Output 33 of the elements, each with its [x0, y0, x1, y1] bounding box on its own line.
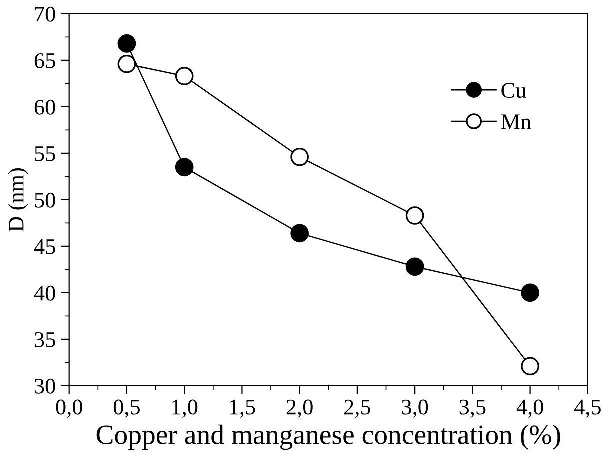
point — [175, 158, 194, 177]
legend-label: Mn — [501, 114, 532, 130]
y-tick-label: 35 — [34, 332, 56, 348]
point — [521, 357, 540, 376]
point — [118, 55, 136, 74]
legend-label: Cu — [502, 83, 526, 98]
point — [290, 148, 309, 166]
point — [175, 67, 194, 86]
y-tick-label: 50 — [35, 192, 56, 208]
y-tick-label: 70 — [35, 6, 56, 22]
x-tick-label: 4,5 — [574, 400, 601, 418]
x-axis-title: Copper and manganese concentration (%) — [96, 424, 560, 450]
y-tick-label: 30 — [34, 378, 56, 394]
point — [406, 258, 424, 276]
point — [118, 34, 136, 53]
x-tick-label: 1,0 — [172, 400, 198, 418]
x-tick-label: 1,5 — [230, 400, 256, 418]
y-tick-label: 40 — [34, 286, 56, 301]
x-tick-label: 2,0 — [286, 400, 313, 418]
point — [290, 224, 309, 243]
y-tick-label: 60 — [34, 100, 56, 115]
x-tick-label: 0,0 — [56, 400, 82, 418]
point — [521, 284, 540, 302]
x-tick-label: 3,5 — [460, 400, 486, 418]
y-tick-label: 65 — [34, 53, 56, 68]
x-tick-label: 4,0 — [516, 400, 544, 418]
x-tick-label: 3,0 — [402, 400, 428, 418]
x-tick-label: 0,5 — [114, 400, 140, 418]
point — [406, 206, 424, 225]
y-tick-label: 55 — [35, 146, 56, 162]
y-axis-title: D (nm) — [8, 168, 28, 232]
x-tick-label: 2,5 — [344, 400, 370, 418]
y-tick-label: 45 — [34, 240, 56, 254]
